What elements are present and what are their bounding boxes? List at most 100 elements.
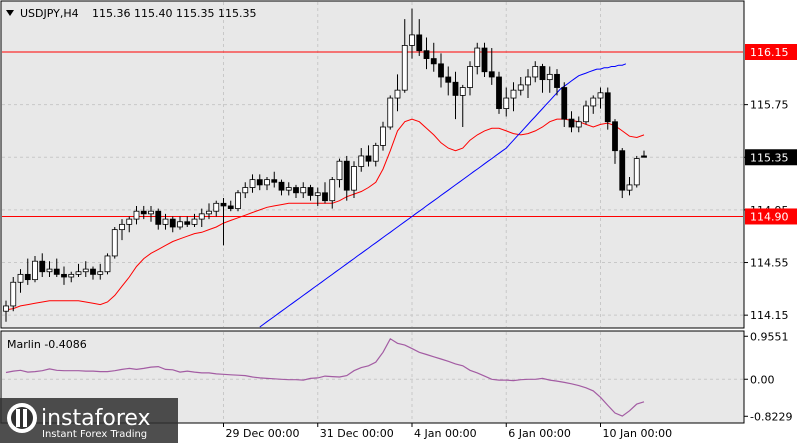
- candle-body: [351, 166, 357, 191]
- candle-body: [474, 47, 481, 67]
- candle-body: [111, 229, 118, 257]
- candle-body: [206, 210, 212, 215]
- candle: [612, 119, 618, 164]
- price-tag: [745, 44, 797, 60]
- candle-body: [365, 155, 372, 162]
- candle: [177, 216, 183, 230]
- candle-body: [561, 87, 568, 120]
- candle: [546, 66, 553, 93]
- candle: [119, 219, 125, 241]
- candle-body: [220, 202, 227, 207]
- candle-body: [46, 268, 53, 273]
- candle: [641, 150, 647, 158]
- candle-body: [503, 97, 510, 109]
- candle: [343, 155, 350, 201]
- candle: [430, 42, 437, 72]
- candle-body: [372, 145, 379, 162]
- candle: [372, 142, 379, 167]
- candle: [351, 161, 357, 199]
- slow-moving-average-line: [259, 63, 627, 328]
- candle: [525, 69, 531, 99]
- instaforex-logo-icon: [7, 403, 37, 433]
- candles: [3, 8, 647, 322]
- price-tag-label: 116.15: [750, 46, 789, 59]
- candle: [206, 203, 212, 220]
- candle-body: [343, 160, 350, 191]
- price-pane[interactable]: [0, 0, 745, 329]
- candle-body: [597, 92, 604, 99]
- candle-body: [104, 255, 111, 273]
- indicator-axis-label: 0.00: [750, 373, 775, 386]
- candle-body: [619, 150, 626, 191]
- candle: [264, 177, 270, 191]
- time-axis-label: 29 Dec 00:00: [226, 427, 300, 440]
- candle: [82, 261, 89, 277]
- candle-body: [39, 260, 46, 273]
- candle: [387, 95, 394, 130]
- candle-body: [61, 273, 67, 278]
- candle: [97, 263, 104, 280]
- candle: [604, 87, 611, 130]
- candle-body: [496, 76, 502, 109]
- candle: [307, 184, 314, 201]
- candle-body: [583, 105, 589, 123]
- candle: [169, 216, 176, 233]
- candle: [39, 253, 46, 277]
- time-axis[interactable]: 29 Dec 00:00 31 Dec 00:00 4 Jan 00:00 6 Jan…: [223, 423, 673, 440]
- candle: [329, 177, 336, 209]
- candle: [271, 171, 278, 188]
- candle-body: [481, 47, 488, 73]
- candle: [24, 258, 31, 285]
- watermark-tagline: Instant Forex Trading: [42, 429, 147, 440]
- candle-body: [169, 218, 176, 228]
- candle: [438, 53, 444, 88]
- candle: [626, 177, 633, 196]
- candle-body: [387, 97, 394, 128]
- candle-body: [227, 205, 234, 209]
- candle: [459, 84, 466, 127]
- candle: [278, 179, 285, 196]
- candle: [394, 74, 401, 112]
- candle: [467, 61, 473, 96]
- candle-body: [53, 268, 60, 275]
- candle: [53, 258, 60, 277]
- candle-body: [525, 76, 531, 86]
- time-axis-label: 31 Dec 00:00: [320, 427, 394, 440]
- candle: [3, 300, 9, 322]
- candle-body: [336, 160, 343, 181]
- candle-body: [307, 187, 314, 196]
- candle: [633, 155, 640, 188]
- candle-body: [256, 179, 263, 186]
- candle-body: [488, 71, 495, 78]
- candle-body: [322, 192, 328, 202]
- candle-body: [416, 34, 423, 52]
- indicator-axis-label: -0.8229: [750, 410, 792, 423]
- indicator-label: Marlin -0.4086: [7, 338, 87, 351]
- candle-body: [459, 87, 466, 96]
- candle-body: [568, 118, 575, 128]
- candle-body: [32, 260, 38, 281]
- candle: [336, 158, 343, 188]
- candle-body: [452, 81, 459, 96]
- candle-body: [358, 155, 365, 167]
- price-tag-label: 114.90: [750, 210, 789, 223]
- candle: [235, 190, 241, 212]
- candle-body: [430, 58, 437, 65]
- candle-body: [590, 97, 597, 107]
- candle: [285, 182, 292, 196]
- candle-body: [604, 92, 611, 123]
- watermark: instaforex Instant Forex Trading: [0, 398, 178, 443]
- candle: [68, 271, 75, 283]
- candle: [510, 82, 517, 112]
- candle: [213, 200, 220, 217]
- candle-body: [438, 63, 444, 78]
- candle-body: [198, 213, 205, 220]
- candle-body: [126, 218, 133, 225]
- candle-body: [510, 89, 517, 99]
- time-axis-label: 10 Jan 00:00: [603, 427, 673, 440]
- candle-body: [633, 158, 640, 186]
- triangle-down-icon[interactable]: [6, 10, 14, 16]
- price-axis-label: 114.55: [750, 257, 789, 270]
- candle-body: [546, 73, 553, 81]
